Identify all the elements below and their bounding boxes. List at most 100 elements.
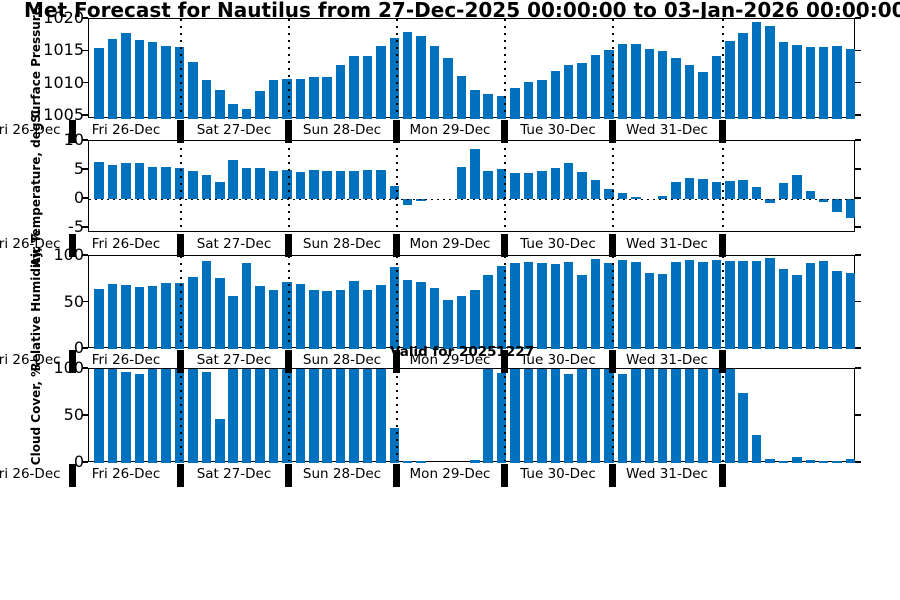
bar — [751, 434, 762, 463]
day-major-tick — [68, 120, 76, 143]
bar — [725, 260, 735, 349]
x-tick-day-label: Tue 30-Dec — [520, 122, 596, 138]
x-tick-day-label: Sat 27-Dec — [196, 466, 272, 482]
bar — [255, 285, 265, 349]
x-tick-day-label: Fri 26-Dec — [91, 122, 161, 138]
bar — [201, 371, 212, 463]
bar — [657, 51, 668, 119]
bar — [805, 190, 815, 199]
bar — [349, 369, 359, 463]
y-tick-mark — [82, 197, 88, 199]
bar — [322, 171, 332, 199]
y-tick-mark — [82, 49, 88, 52]
bar — [671, 369, 681, 463]
bar — [563, 163, 574, 199]
y-tick-label: 1020 — [43, 8, 84, 27]
bar — [188, 171, 198, 199]
day-major-tick — [718, 120, 726, 143]
bar — [215, 182, 225, 199]
bar — [725, 369, 735, 463]
bar — [604, 262, 614, 349]
bar — [550, 70, 560, 119]
bar — [631, 369, 641, 463]
bar — [402, 198, 413, 205]
day-major-tick — [500, 234, 508, 257]
day-major-tick — [68, 234, 76, 257]
bar — [510, 369, 520, 463]
bar — [215, 90, 225, 119]
bar — [282, 79, 292, 119]
bar — [416, 282, 426, 349]
bar — [563, 64, 574, 119]
y-tick-mark — [82, 461, 88, 463]
y-tick-mark — [82, 81, 88, 84]
bar — [107, 39, 118, 119]
bar — [335, 289, 346, 349]
day-major-tick — [176, 464, 184, 487]
bar — [778, 42, 789, 119]
x-tick-day-label: Mon 29-Dec — [409, 236, 491, 252]
bar — [751, 187, 762, 199]
bar — [523, 81, 534, 119]
day-major-tick — [392, 234, 400, 257]
day-gridline — [288, 141, 290, 231]
bar — [537, 263, 547, 349]
y-tick-label: 1015 — [43, 40, 84, 60]
bar — [376, 369, 386, 463]
y-tick-label: 50 — [63, 291, 84, 311]
bar — [698, 179, 708, 199]
bar — [765, 257, 775, 349]
bar — [684, 177, 695, 199]
bar — [818, 461, 829, 463]
bar — [590, 258, 601, 349]
zero-reference-line — [89, 198, 854, 201]
x-tick-day-label: Sat 27-Dec — [196, 236, 272, 252]
bar — [550, 167, 560, 199]
day-major-tick — [718, 234, 726, 257]
x-tick-day-label-clipped: Fri 26-Dec — [0, 236, 61, 252]
day-major-tick — [284, 120, 292, 143]
day-gridline — [722, 256, 724, 347]
bar — [349, 281, 359, 349]
bar — [121, 163, 131, 199]
x-tick-day-label: Sun 28-Dec — [302, 466, 382, 482]
bar — [309, 169, 319, 199]
bar — [215, 418, 225, 463]
bar — [188, 62, 198, 119]
bar — [268, 369, 279, 463]
bar — [429, 287, 440, 349]
bar — [147, 42, 158, 119]
bar — [644, 369, 654, 463]
bar — [805, 262, 815, 349]
day-gridline — [722, 369, 724, 461]
bar — [818, 260, 829, 349]
day-gridline — [612, 369, 614, 461]
bar — [241, 108, 252, 119]
bar — [805, 47, 815, 119]
bar — [429, 45, 440, 119]
x-tick-day-label: Sat 27-Dec — [196, 122, 272, 138]
y-tick-mark — [855, 461, 861, 463]
bar — [563, 261, 574, 349]
bar — [778, 461, 789, 463]
x-tick-day-label: Fri 26-Dec — [91, 352, 161, 368]
bar — [523, 369, 534, 463]
plot-box-2 — [88, 140, 856, 232]
bar — [268, 289, 279, 349]
bar — [456, 166, 467, 199]
bar — [483, 93, 493, 119]
bar — [845, 272, 856, 349]
bar — [496, 168, 507, 199]
y-tick-mark — [855, 254, 861, 256]
bar — [671, 181, 681, 199]
bar — [617, 259, 628, 349]
bar — [778, 182, 789, 199]
y-tick-label: 0 — [73, 187, 84, 207]
bar — [161, 369, 171, 463]
x-tick-day-label-clipped: Fri 26-Dec — [0, 122, 61, 138]
day-major-tick — [176, 120, 184, 143]
bar — [295, 283, 306, 349]
bar — [778, 269, 789, 349]
bar — [590, 369, 601, 463]
x-tick-day-label: Fri 26-Dec — [91, 236, 161, 252]
